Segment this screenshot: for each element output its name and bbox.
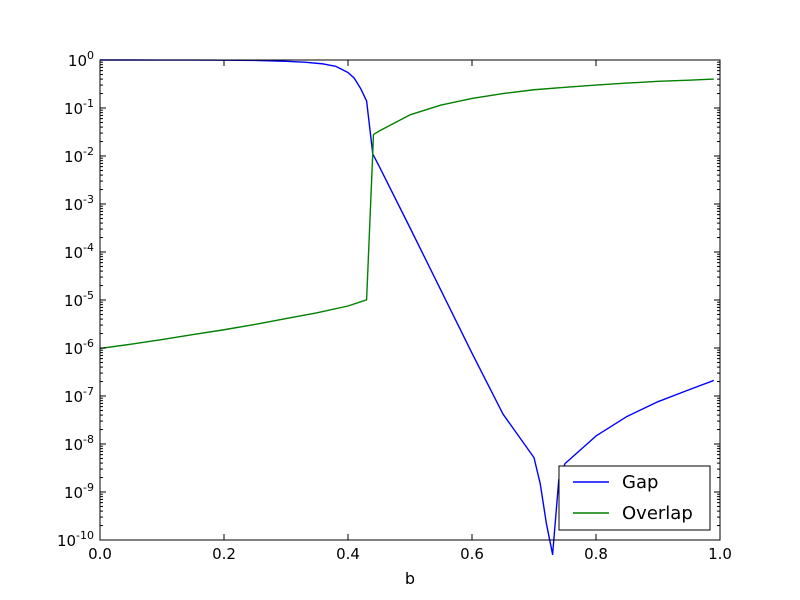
x-tick-label: 0.8 bbox=[584, 545, 608, 563]
x-tick-label: 0.2 bbox=[212, 545, 236, 563]
y-tick-label: 10-6 bbox=[64, 337, 94, 358]
y-tick-label: 10-1 bbox=[64, 97, 94, 118]
y-tick-label: 10-10 bbox=[57, 529, 94, 550]
x-tick-label: 0.4 bbox=[336, 545, 360, 563]
legend-label-gap: Gap bbox=[622, 472, 658, 493]
legend: Gap Overlap bbox=[558, 465, 711, 531]
y-tick-label: 10-5 bbox=[64, 289, 94, 310]
series-line-overlap bbox=[99, 78, 714, 350]
x-tick-label: 0.6 bbox=[460, 545, 484, 563]
legend-entries: Gap Overlap bbox=[573, 472, 693, 524]
x-ticks-layer: 0.0 0.2 0.4 0.6 0.8 1.0 bbox=[88, 60, 732, 563]
y-tick-label: 10-4 bbox=[64, 241, 94, 262]
x-axis-label: b bbox=[405, 569, 415, 588]
y-tick-label: 10-8 bbox=[64, 433, 94, 454]
x-tick-label: 1.0 bbox=[708, 545, 732, 563]
legend-label-overlap: Overlap bbox=[622, 503, 693, 524]
y-tick-label: 10-9 bbox=[64, 481, 94, 502]
y-ticks-layer: 100 10-1 10-2 10-3 10-4 10-5 10-6 10-7 10-8 10-9 1… bbox=[57, 49, 720, 550]
y-tick-label: 100 bbox=[68, 49, 94, 70]
y-tick-label: 10-2 bbox=[64, 145, 94, 166]
y-tick-label: 10-3 bbox=[64, 193, 94, 214]
legend-box bbox=[558, 465, 711, 531]
y-tick-label: 10-7 bbox=[64, 385, 94, 406]
x-tick-label: 0.0 bbox=[88, 545, 112, 563]
